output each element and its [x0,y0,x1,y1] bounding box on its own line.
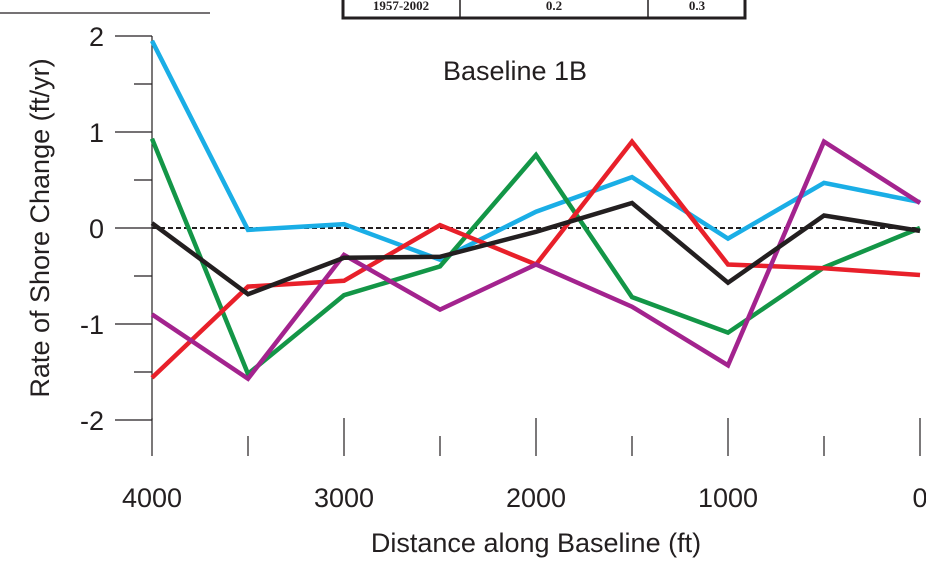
x-tick-label: 2000 [506,483,566,513]
inset-table-value-2: 0.3 [689,0,706,13]
x-tick-label: 4000 [122,483,182,513]
series-line-4 [150,138,922,382]
y-tick-label: 2 [89,22,104,52]
series-group [149,39,922,382]
inset-table-row-label: 1957-2002 [373,0,429,13]
axes: 2 1 0 -1 -2 4000 3000 2000 1000 0 [80,22,926,513]
y-tick-label: 1 [89,118,104,148]
series-line-3 [150,137,921,380]
series-line-1 [149,39,921,263]
y-tick-label: -1 [80,310,104,340]
series-line-2 [149,137,921,378]
y-tick-label: -2 [80,406,104,436]
y-tick-label: 0 [89,214,104,244]
chart-title: Baseline 1B [443,56,587,86]
x-tick-label: 1000 [698,483,758,513]
x-tick-label: 3000 [314,483,374,513]
inset-table-value-1: 0.2 [546,0,562,13]
x-axis-title: Distance along Baseline (ft) [371,528,701,558]
series-line-5 [150,200,921,297]
y-axis-title: Rate of Shore Change (ft/yr) [25,58,55,397]
x-tick-label: 0 [912,483,926,513]
inset-table: 1957-2002 0.2 0.3 [341,0,747,20]
